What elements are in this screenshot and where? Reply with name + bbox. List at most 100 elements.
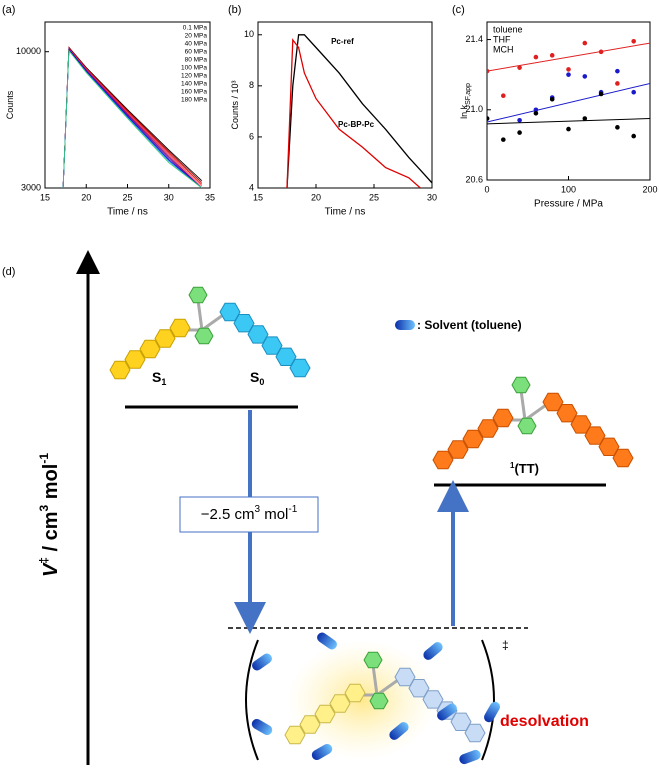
- legend-entry: THF: [493, 34, 511, 44]
- legend-entry: Pc-ref: [331, 37, 354, 46]
- y-tick-label: 21.0: [465, 104, 483, 114]
- x-axis-label: Pressure / MPa: [534, 199, 603, 210]
- y-axis-label-main: Counts / 10³: [230, 80, 240, 129]
- desolvation-label: desolvation: [500, 713, 589, 730]
- point: [615, 68, 620, 74]
- ring: [369, 692, 389, 710]
- point: [533, 110, 539, 116]
- ring: [284, 725, 306, 745]
- ring: [109, 360, 131, 380]
- ring: [464, 723, 486, 743]
- charts: (a) 15 20 25 30 35 3000 10000 Time / ns Counts 0.1…: [2, 4, 658, 218]
- ring: [154, 329, 176, 348]
- point: [501, 93, 506, 99]
- ring: [477, 419, 499, 438]
- point: [598, 91, 604, 97]
- point: [631, 89, 636, 95]
- fit-line: [487, 118, 650, 125]
- point: [615, 81, 620, 86]
- ring: [139, 339, 161, 359]
- y-axis-label: Counts / 10³: [230, 80, 240, 129]
- x-axis-label: Time / ns: [325, 207, 366, 218]
- s1-label: S1: [152, 369, 166, 388]
- x-tick-label: 30: [427, 192, 437, 202]
- y-tick-label: 4: [249, 182, 254, 192]
- x-tick-label: 20: [311, 192, 321, 202]
- point: [517, 130, 522, 135]
- y-axis-label-main: ln k: [459, 104, 469, 119]
- legend-entry: 40 MPa: [185, 41, 208, 48]
- solvent-legend: : Solvent (toluene): [417, 318, 522, 332]
- x-tick-label: 15: [40, 192, 50, 202]
- ring: [299, 715, 321, 734]
- point: [487, 116, 490, 121]
- ring: [344, 683, 366, 703]
- y-tick-label: 10000: [16, 46, 41, 56]
- plot: [286, 34, 432, 188]
- solvent: [251, 719, 273, 735]
- legend-entry: Pc-BP-Pc: [338, 120, 375, 129]
- x-axis-label: Time / ns: [107, 207, 148, 218]
- bracket-left: [245, 639, 259, 761]
- point: [615, 125, 620, 130]
- ts-mark: ‡: [502, 638, 509, 652]
- point: [549, 53, 555, 58]
- glow: [287, 640, 437, 760]
- chart: (c) 0 100 200 20.6 21.0 21.4 Pressure / MPa ln k…: [452, 4, 658, 210]
- plot-frame: [257, 21, 433, 189]
- legend-entry: 140 MPa: [181, 81, 207, 88]
- solvent: [252, 653, 272, 671]
- solvent-icon: [395, 320, 415, 330]
- point: [501, 137, 506, 142]
- point: [598, 49, 604, 55]
- solvent: [311, 744, 333, 760]
- ring: [511, 376, 531, 394]
- y-axis-label: ln kSF,app: [459, 83, 472, 119]
- fit-line: [487, 42, 650, 72]
- legend-entry: 20 MPa: [185, 33, 208, 40]
- y-axis-label-main: Counts: [5, 90, 15, 119]
- solvent: [317, 632, 337, 650]
- bracket-right: [481, 639, 495, 761]
- plot: [487, 39, 650, 142]
- legend-entry: MCH: [493, 44, 514, 54]
- x-tick-label: 0: [484, 184, 489, 194]
- point: [566, 72, 571, 77]
- panel-label: (a): [2, 4, 15, 16]
- x-tick-label: 25: [122, 192, 132, 202]
- y-tick-label: 3000: [21, 182, 41, 192]
- plot: [62, 46, 203, 188]
- x-tick-label: 20: [81, 192, 91, 202]
- ring: [289, 358, 311, 378]
- point: [517, 118, 522, 123]
- y-tick-label: 21.4: [465, 34, 483, 44]
- point: [631, 39, 636, 44]
- s0-label: S0: [250, 369, 264, 388]
- legend-entry: 0.1 MPa: [183, 25, 208, 32]
- ring: [329, 694, 351, 713]
- axis-label: V‡ / cm3 mol-1: [37, 453, 62, 577]
- point: [487, 68, 490, 74]
- legend-entry: 80 MPa: [185, 57, 208, 64]
- x-tick-label: 15: [253, 192, 263, 202]
- solvent: [423, 642, 443, 660]
- x-tick-label: 30: [164, 192, 174, 202]
- point: [533, 107, 539, 113]
- y-tick-label: 8: [249, 80, 254, 90]
- point: [549, 96, 555, 102]
- ring: [363, 651, 383, 669]
- y-axis-label: Counts: [5, 90, 15, 119]
- ring: [124, 350, 146, 369]
- diagram: (d) V‡ / cm3 mol-1 −2.5 cm3 mol-1 : Solv…: [2, 250, 634, 765]
- ring: [194, 327, 214, 345]
- point: [631, 133, 636, 139]
- ring: [432, 450, 454, 470]
- legend-entry: toluene: [493, 24, 523, 34]
- legend-entry: 60 MPa: [185, 49, 208, 56]
- ring: [188, 286, 208, 304]
- point: [582, 74, 588, 79]
- solvent: [437, 703, 457, 721]
- x-tick-label: 25: [369, 192, 379, 202]
